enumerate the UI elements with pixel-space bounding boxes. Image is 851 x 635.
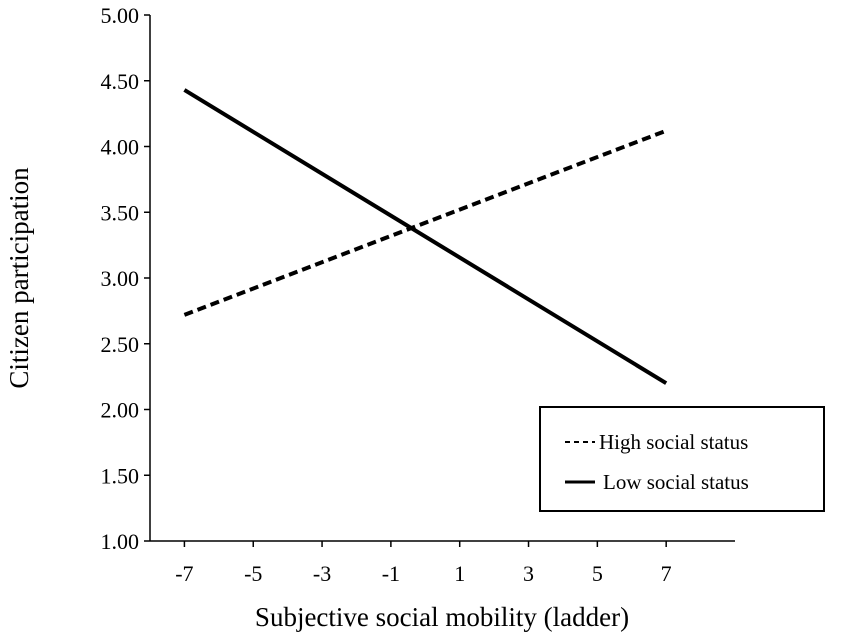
series-line-low-social-status [183,88,668,385]
x-tick-label: -5 [244,561,262,586]
legend-label-high-social-status: High social status [599,430,748,454]
y-tick-label: 1.00 [101,529,140,554]
x-tick-label: 3 [523,561,534,586]
y-tick-label: 4.50 [101,69,140,94]
y-axis: 1.00 1.50 2.00 2.50 3.00 3.50 4.00 4.50 5.00 [101,3,151,554]
legend-label-low-social-status: Low social status [603,470,749,494]
y-tick-label: 3.00 [101,266,140,291]
y-axis-title: Citizen participation [4,167,34,389]
x-tick-label: -7 [175,561,193,586]
series-line-high-social-status [183,128,667,317]
plot-lines [183,88,668,385]
y-tick-label: 4.00 [101,135,140,160]
x-tick-label: 5 [592,561,603,586]
x-tick-label: -1 [382,561,400,586]
x-axis: -7 -5 -3 -1 1 3 5 7 [150,540,735,586]
y-tick-label: 1.50 [101,463,140,488]
legend: High social status Low social status [539,406,825,512]
x-tick-label: 1 [454,561,465,586]
y-tick-label: 2.00 [101,398,140,423]
y-tick-label: 5.00 [101,3,140,28]
x-axis-title: Subjective social mobility (ladder) [255,602,629,632]
y-tick-label: 2.50 [101,332,140,357]
legend-box [539,406,825,512]
x-tick-label: 7 [661,561,672,586]
x-tick-label: -3 [313,561,331,586]
y-tick-label: 3.50 [101,200,140,225]
